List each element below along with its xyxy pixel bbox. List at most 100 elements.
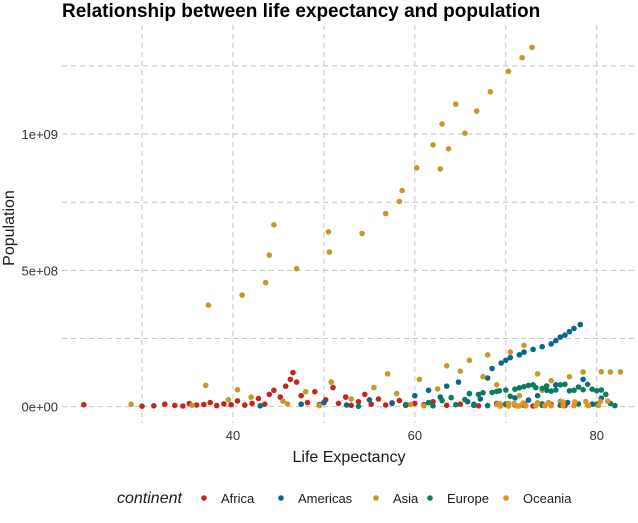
data-point — [564, 399, 571, 406]
data-point — [457, 401, 464, 408]
data-point — [328, 379, 335, 385]
series-oceania — [494, 398, 611, 409]
series-africa — [81, 369, 568, 410]
data-point — [298, 401, 305, 408]
data-point — [430, 403, 436, 409]
data-point — [455, 379, 462, 385]
data-point — [566, 373, 573, 380]
data-point — [612, 402, 618, 409]
y-axis-label: Population — [1, 190, 18, 266]
data-point — [439, 121, 445, 127]
legend-key — [503, 495, 509, 501]
data-point — [484, 375, 491, 381]
data-point — [496, 388, 503, 394]
data-point — [480, 373, 486, 380]
data-point — [342, 394, 349, 400]
axes: 40 60 80 0e+00 5e+08 1e+09 — [21, 127, 603, 443]
series-americas — [257, 321, 605, 409]
data-point — [475, 391, 482, 398]
data-point — [539, 343, 545, 350]
data-point — [293, 265, 300, 272]
data-point — [566, 388, 573, 394]
data-point — [205, 302, 212, 309]
data-point — [557, 334, 564, 340]
data-point — [598, 369, 605, 375]
data-point — [371, 384, 377, 391]
data-point — [562, 332, 568, 339]
data-point — [225, 397, 232, 403]
data-point — [462, 130, 468, 136]
data-point — [425, 387, 432, 394]
data-point — [525, 397, 532, 403]
data-point — [128, 401, 134, 408]
data-point — [498, 360, 505, 366]
data-point — [162, 401, 168, 408]
data-point — [477, 396, 484, 402]
data-point — [505, 403, 512, 409]
data-point — [523, 403, 529, 409]
data-point — [362, 391, 368, 398]
legend-label: Europe — [447, 491, 489, 506]
data-point — [396, 198, 403, 205]
data-point — [193, 402, 200, 408]
data-point — [271, 222, 277, 228]
data-point — [553, 387, 559, 393]
data-point — [382, 210, 389, 217]
data-point — [248, 394, 254, 400]
legend-label: Americas — [298, 491, 353, 506]
data-point — [493, 382, 500, 388]
data-point — [213, 402, 220, 409]
data-point — [348, 396, 355, 402]
data-point — [266, 252, 273, 258]
data-point — [521, 342, 527, 349]
data-point — [202, 382, 209, 389]
data-point — [521, 383, 527, 390]
data-point — [457, 368, 464, 375]
data-point — [597, 398, 604, 405]
data-point — [335, 400, 342, 407]
data-point — [453, 401, 459, 408]
data-point — [304, 399, 311, 406]
data-point — [516, 403, 523, 409]
data-point — [484, 402, 491, 409]
data-point — [430, 398, 436, 405]
data-point — [384, 371, 391, 377]
data-point — [359, 230, 365, 237]
data-point — [201, 401, 207, 408]
data-point — [255, 395, 262, 402]
data-point — [407, 401, 414, 408]
data-point — [505, 68, 512, 75]
data-point — [312, 388, 318, 395]
data-point — [239, 292, 245, 298]
data-point — [443, 402, 450, 409]
data-point — [512, 395, 518, 401]
data-point — [437, 166, 444, 172]
legend-key — [201, 495, 207, 501]
data-point — [412, 392, 418, 399]
data-point — [617, 369, 624, 375]
data-point — [445, 146, 452, 152]
data-point — [512, 386, 518, 393]
data-point — [542, 402, 548, 409]
data-point — [543, 383, 550, 389]
data-point — [589, 386, 595, 393]
data-point — [516, 352, 523, 358]
data-point — [343, 402, 350, 408]
grid — [62, 25, 634, 423]
data-point — [521, 349, 527, 355]
data-point — [355, 398, 362, 405]
data-point — [234, 398, 241, 404]
data-point — [503, 357, 509, 364]
data-point — [151, 403, 157, 409]
data-point — [298, 392, 305, 399]
data-points — [81, 44, 624, 410]
data-point — [566, 328, 573, 335]
data-point — [425, 399, 432, 406]
chart-title: Relationship between life expectancy and… — [62, 1, 540, 22]
data-point — [603, 391, 609, 398]
data-point — [553, 382, 559, 388]
data-point — [221, 401, 227, 407]
data-point — [497, 403, 504, 409]
legend: continent Africa Americas Asia Europe Oceani… — [117, 490, 572, 507]
data-point — [412, 400, 418, 407]
